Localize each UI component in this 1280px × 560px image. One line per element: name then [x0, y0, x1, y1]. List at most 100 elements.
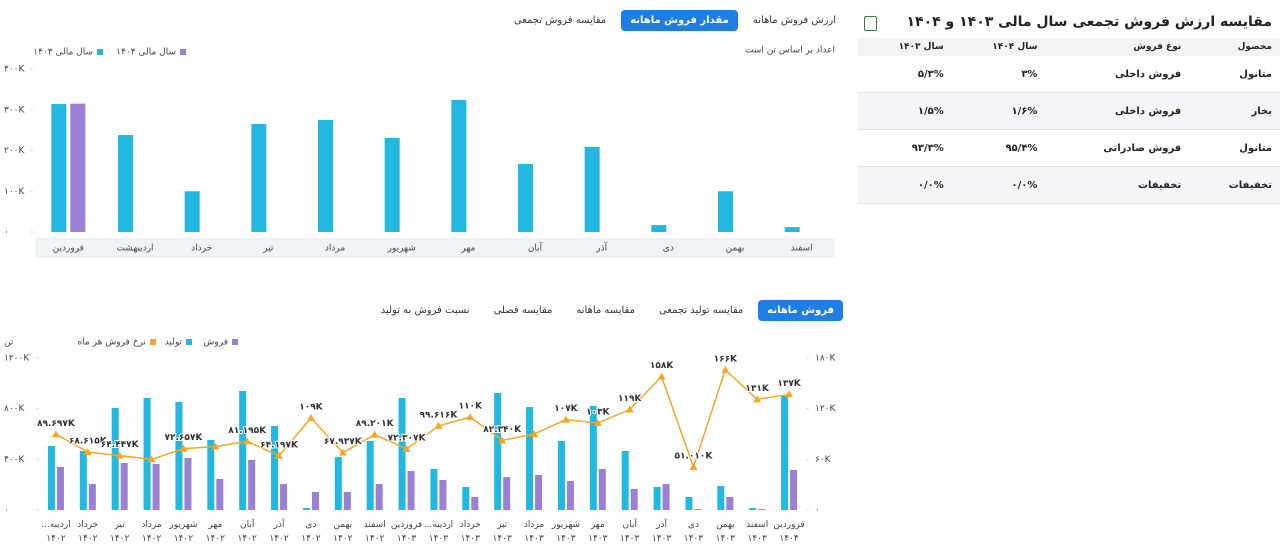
bar	[717, 485, 725, 510]
x-tick-label: اسفند ۱۴۰۳	[746, 520, 769, 544]
bar	[120, 463, 128, 510]
x-tick-label: اسفند	[791, 244, 813, 254]
table: محصول نوع فروش سال ۱۴۰۴ سال ۱۴۰۳ متانول فروش…	[858, 38, 1280, 204]
bar	[343, 492, 351, 510]
legend-label: تولید	[165, 338, 183, 348]
bar	[758, 508, 766, 510]
marker	[721, 365, 730, 373]
x-tick-label: فروردین ۱۴۰۴	[773, 520, 805, 544]
column-header: سال ۱۴۰۳	[858, 38, 952, 56]
x-tick-label: اردیبه... ۱۴۰۲	[41, 520, 71, 544]
tab[interactable]: مقایسه فروش تجمعی	[513, 15, 607, 26]
y-tick-label: ۴۰۰K	[4, 65, 26, 75]
y-axis-label: تن	[4, 338, 14, 348]
bar	[621, 450, 629, 510]
bar	[651, 225, 667, 232]
table-row: تخفیفات تخفیفات ۰/۰% ۰/۰%	[858, 166, 1280, 204]
data-label: ۱۰۳K	[586, 408, 610, 418]
x-tick-label: دی	[663, 244, 674, 254]
bar	[784, 227, 800, 232]
tab[interactable]: ارزش فروش ماهانه	[752, 15, 836, 26]
marker	[370, 430, 379, 438]
bar	[51, 104, 67, 232]
bar	[47, 446, 55, 510]
marker	[306, 413, 315, 421]
x-tick-label: تیر	[262, 244, 274, 254]
charts: اعداد بر اساس تن است ۰ ۱۰۰K ۲۰۰K ۳۰۰K ۴۰۰K سال…	[4, 46, 837, 516]
bar	[175, 401, 183, 510]
x-tick-label: آبان ۱۴۰۲	[237, 520, 257, 544]
x-tick-label: اردیبه... ۱۴۰۳	[423, 520, 454, 544]
data-label: ۱۱۰K	[459, 402, 483, 412]
bar	[207, 439, 215, 510]
marker	[275, 451, 284, 459]
x-tick-label: فروردین ۱۴۰۳	[390, 520, 423, 544]
table-cell: ۱/۵%	[858, 92, 952, 130]
table-cell: ۵/۳%	[858, 56, 952, 93]
bar	[494, 392, 502, 510]
y-tick-label: ۴۰۰K	[4, 455, 26, 465]
bar	[694, 508, 702, 510]
x-tick-label: مهر	[460, 244, 475, 254]
y-tick-label: ۱۰۰K	[4, 187, 26, 197]
note: اعداد بر اساس تن است	[745, 46, 835, 56]
bar	[718, 191, 733, 232]
table-cell: ۰/۰%	[951, 166, 1046, 204]
data-label: ۷۲.۳۰۷K	[388, 433, 427, 443]
bar	[248, 459, 256, 510]
x-tick-label: فروردین	[53, 244, 84, 254]
x-tick-label: بهمن ۱۴۰۲	[333, 520, 353, 544]
tab[interactable]: مقایسه فصلی	[493, 305, 553, 316]
bar	[535, 475, 543, 510]
tab[interactable]: مقدار فروش ماهانه	[621, 10, 738, 31]
bar	[384, 137, 400, 232]
table-cell: ۰/۰%	[858, 166, 952, 204]
bar	[88, 484, 96, 510]
excel-icon[interactable]	[864, 16, 877, 31]
line	[55, 368, 790, 470]
table-cell: تخفیفات	[1189, 166, 1280, 204]
x-tick-label: دی ۱۴۰۳	[683, 520, 704, 544]
x-tick-label: مرداد	[325, 244, 345, 254]
x-tick-label: آذر ۱۴۰۲	[269, 520, 289, 544]
y-tick-label: ۱۲۰۰K	[4, 354, 30, 364]
bar	[184, 458, 192, 510]
marker	[51, 430, 60, 438]
data-label: ۱۶۶K	[714, 354, 738, 364]
data-label: ۷۲.۶۵۷K	[165, 433, 204, 443]
table-panel: مقایسه ارزش فروش تجمعی سال مالی ۱۴۰۳ و ۱…	[858, 0, 1280, 204]
y-tick-label: ۰	[4, 228, 9, 238]
bar	[462, 486, 470, 510]
x-tick-label: آبان	[528, 242, 543, 254]
table-cell: متانول	[1189, 56, 1280, 93]
bar	[685, 496, 693, 510]
legend-label: فروش	[203, 338, 228, 348]
tab[interactable]: فروش ماهانه	[758, 300, 843, 321]
marker	[530, 430, 539, 437]
y2-tick-label: ۱۲۰K	[815, 404, 837, 414]
bar	[630, 488, 638, 510]
data-label: ۱۳۱K	[745, 384, 769, 394]
marker	[211, 442, 220, 450]
column-header: محصول	[1189, 38, 1280, 56]
bar	[56, 466, 64, 510]
marker	[561, 415, 570, 423]
x-tick-label: مرداد ۱۴۰۳	[523, 520, 545, 544]
bar	[439, 479, 447, 510]
legend-swatch	[232, 339, 238, 345]
data-label: ۶۸.۶۱۵K	[69, 437, 108, 447]
bar	[526, 407, 534, 510]
tab[interactable]: مقایسه تولید تجمعی	[658, 305, 744, 316]
panel-title: مقایسه ارزش فروش تجمعی سال مالی ۱۴۰۳ و ۱…	[906, 14, 1272, 30]
legend-swatch	[150, 339, 156, 345]
tab[interactable]: نسبت فروش به تولید	[380, 305, 470, 316]
tab[interactable]: مقایسه ماهانه	[576, 305, 635, 316]
bar	[790, 469, 798, 510]
marker	[625, 405, 634, 413]
x-tick-label: بهمن ۱۴۰۳	[715, 520, 735, 544]
x-tick-label: آبان ۱۴۰۳	[620, 520, 640, 544]
y-tick-label: ۰	[4, 506, 9, 516]
bar	[271, 426, 279, 510]
table-row: متانول فروش داخلی ۳% ۵/۳%	[858, 56, 1280, 93]
marker	[498, 436, 507, 444]
